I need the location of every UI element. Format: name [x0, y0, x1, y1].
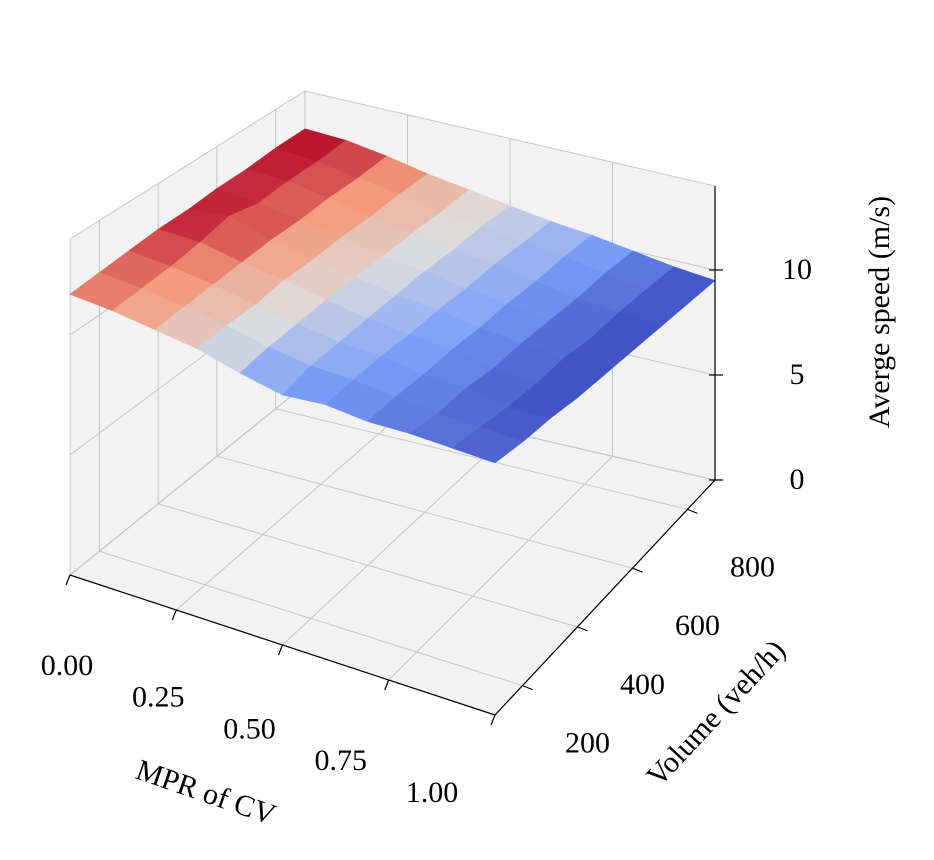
x-tick-label: 0.25 — [132, 681, 185, 714]
y-tick-label: 400 — [620, 668, 665, 701]
x-tick — [384, 679, 390, 691]
x-axis-title: MPR of CV — [132, 753, 280, 832]
z-tick-label: 10 — [782, 253, 812, 286]
grid-line — [282, 432, 511, 646]
grid-line — [388, 455, 613, 681]
grid-line — [99, 550, 523, 687]
x-tick-label: 0.50 — [223, 712, 276, 745]
surface — [69, 128, 716, 464]
z-tick-label: 5 — [790, 358, 805, 391]
x-tick — [490, 714, 496, 726]
surface-face — [451, 427, 524, 464]
y-tick — [687, 508, 698, 514]
y-tick — [632, 567, 643, 573]
y-tick — [522, 685, 533, 691]
x-tick — [65, 574, 71, 586]
y-tick-label: 200 — [565, 727, 610, 760]
grid-line — [69, 384, 306, 576]
z-tick-label: 0 — [790, 463, 805, 496]
x-tick-label: 1.00 — [406, 776, 459, 809]
y-tick-label: 800 — [730, 550, 775, 583]
axes: 0.00 0.25 0.50 0.75 1.00 200 400 600 800 0 5 10 — [41, 186, 812, 809]
y-axis-line — [494, 479, 716, 716]
z-axis-title: Averge speed (m/s) — [863, 196, 896, 428]
x-tick-label: 0.00 — [41, 649, 94, 682]
y-tick-label: 600 — [675, 609, 720, 642]
y-tick — [577, 626, 588, 632]
x-tick — [277, 644, 284, 656]
grid-line — [275, 408, 688, 510]
y-axis-title: Volume (veh/h) — [640, 634, 792, 793]
grid-line — [175, 408, 408, 611]
grid-line — [216, 455, 633, 569]
x-tick — [171, 609, 177, 621]
grid-line — [157, 503, 578, 628]
x-tick-label: 0.75 — [315, 744, 368, 777]
